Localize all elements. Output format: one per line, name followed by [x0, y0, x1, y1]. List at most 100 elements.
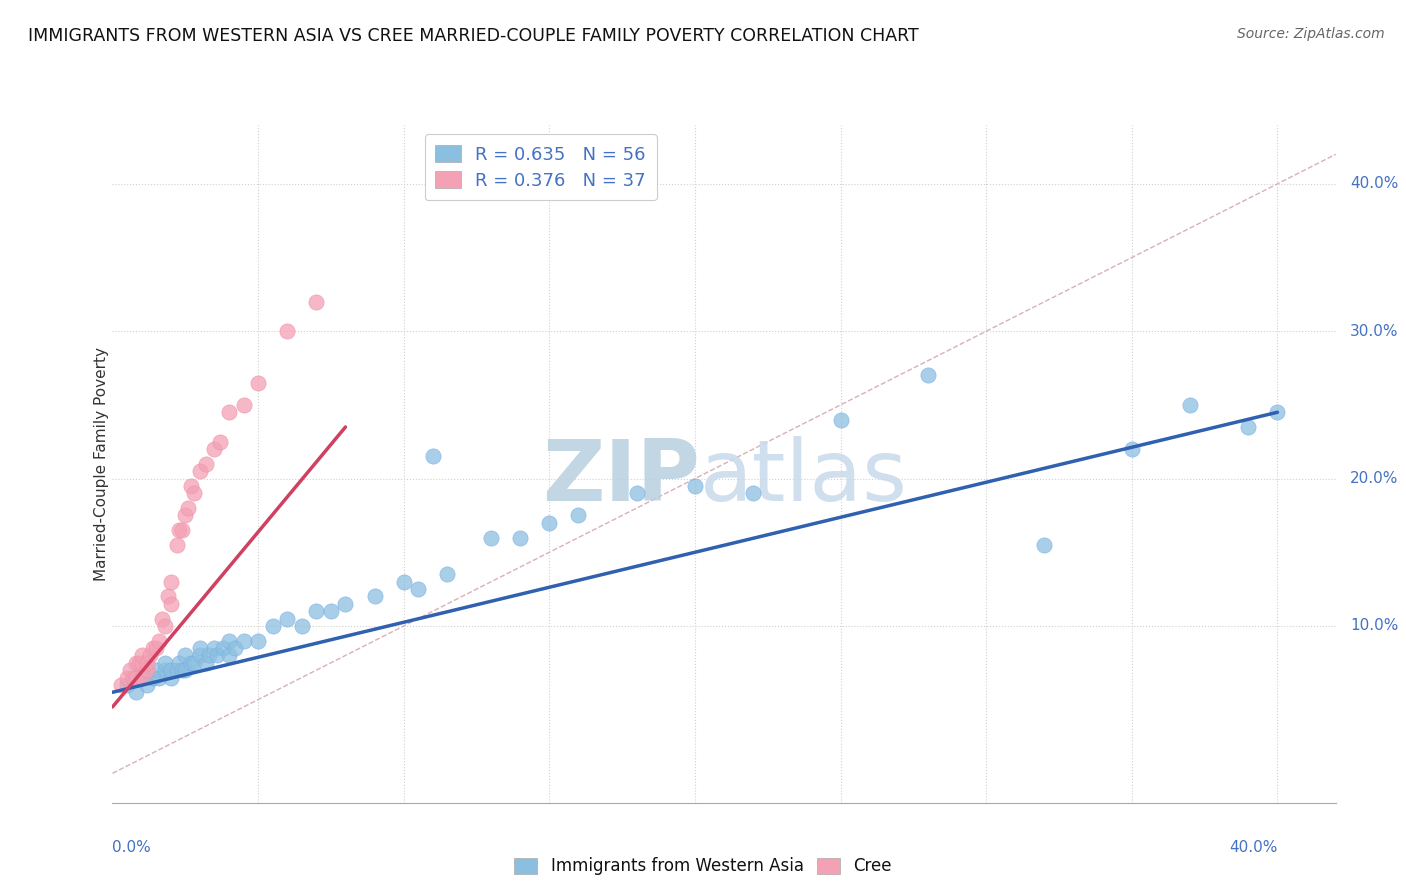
- Point: [247, 633, 270, 648]
- Point: [683, 479, 706, 493]
- Point: [319, 604, 342, 618]
- Point: [247, 376, 270, 390]
- Text: 10.0%: 10.0%: [1350, 618, 1399, 633]
- Point: [145, 641, 167, 656]
- Point: [159, 671, 181, 685]
- Point: [148, 633, 170, 648]
- Text: 40.0%: 40.0%: [1229, 839, 1278, 855]
- Point: [422, 450, 444, 464]
- Legend: R = 0.635   N = 56, R = 0.376   N = 37: R = 0.635 N = 56, R = 0.376 N = 37: [425, 134, 657, 201]
- Point: [148, 671, 170, 685]
- Point: [218, 633, 240, 648]
- Point: [172, 663, 194, 677]
- Point: [125, 656, 148, 670]
- Point: [194, 656, 217, 670]
- Point: [188, 648, 211, 663]
- Point: [408, 582, 430, 596]
- Point: [567, 508, 589, 523]
- Point: [509, 531, 531, 545]
- Point: [194, 457, 217, 471]
- Point: [125, 671, 148, 685]
- Point: [159, 597, 181, 611]
- Point: [742, 486, 765, 500]
- Point: [538, 516, 561, 530]
- Text: IMMIGRANTS FROM WESTERN ASIA VS CREE MARRIED-COUPLE FAMILY POVERTY CORRELATION C: IMMIGRANTS FROM WESTERN ASIA VS CREE MAR…: [28, 27, 920, 45]
- Point: [183, 656, 205, 670]
- Point: [177, 501, 200, 516]
- Point: [153, 656, 176, 670]
- Point: [626, 486, 648, 500]
- Point: [131, 656, 153, 670]
- Point: [169, 656, 191, 670]
- Point: [276, 324, 298, 338]
- Point: [1237, 420, 1260, 434]
- Text: 0.0%: 0.0%: [112, 839, 152, 855]
- Y-axis label: Married-Couple Family Poverty: Married-Couple Family Poverty: [94, 347, 108, 581]
- Point: [174, 648, 197, 663]
- Point: [183, 486, 205, 500]
- Point: [110, 678, 132, 692]
- Text: atlas: atlas: [700, 436, 908, 519]
- Point: [1267, 405, 1289, 419]
- Point: [830, 412, 852, 426]
- Point: [1178, 398, 1201, 412]
- Point: [150, 611, 173, 625]
- Point: [212, 641, 235, 656]
- Point: [115, 671, 138, 685]
- Point: [392, 574, 415, 589]
- Point: [156, 590, 179, 604]
- Point: [207, 648, 229, 663]
- Legend: Immigrants from Western Asia, Cree: Immigrants from Western Asia, Cree: [508, 851, 898, 882]
- Point: [174, 663, 197, 677]
- Point: [122, 671, 145, 685]
- Point: [209, 434, 232, 449]
- Point: [136, 663, 159, 677]
- Point: [917, 368, 939, 383]
- Point: [128, 656, 150, 670]
- Point: [131, 648, 153, 663]
- Point: [166, 663, 188, 677]
- Point: [436, 567, 458, 582]
- Point: [145, 663, 167, 677]
- Point: [218, 405, 240, 419]
- Point: [218, 648, 240, 663]
- Point: [136, 656, 159, 670]
- Point: [169, 523, 191, 537]
- Point: [115, 678, 138, 692]
- Point: [118, 663, 141, 677]
- Point: [174, 508, 197, 523]
- Point: [159, 663, 181, 677]
- Point: [188, 641, 211, 656]
- Point: [232, 398, 254, 412]
- Point: [142, 671, 165, 685]
- Point: [262, 619, 284, 633]
- Point: [197, 648, 219, 663]
- Point: [159, 574, 181, 589]
- Point: [153, 663, 176, 677]
- Text: 20.0%: 20.0%: [1350, 471, 1399, 486]
- Point: [276, 611, 298, 625]
- Point: [363, 590, 385, 604]
- Point: [188, 464, 211, 478]
- Point: [153, 619, 176, 633]
- Point: [142, 641, 165, 656]
- Point: [131, 671, 153, 685]
- Point: [305, 604, 328, 618]
- Text: ZIP: ZIP: [541, 436, 700, 519]
- Point: [479, 531, 502, 545]
- Point: [204, 442, 226, 456]
- Point: [335, 597, 357, 611]
- Text: 40.0%: 40.0%: [1350, 177, 1399, 191]
- Point: [1033, 538, 1056, 552]
- Point: [224, 641, 246, 656]
- Point: [136, 678, 159, 692]
- Point: [305, 294, 328, 309]
- Point: [204, 641, 226, 656]
- Point: [232, 633, 254, 648]
- Point: [131, 671, 153, 685]
- Point: [125, 685, 148, 699]
- Point: [172, 523, 194, 537]
- Text: Source: ZipAtlas.com: Source: ZipAtlas.com: [1237, 27, 1385, 41]
- Text: 30.0%: 30.0%: [1350, 324, 1399, 339]
- Point: [131, 663, 153, 677]
